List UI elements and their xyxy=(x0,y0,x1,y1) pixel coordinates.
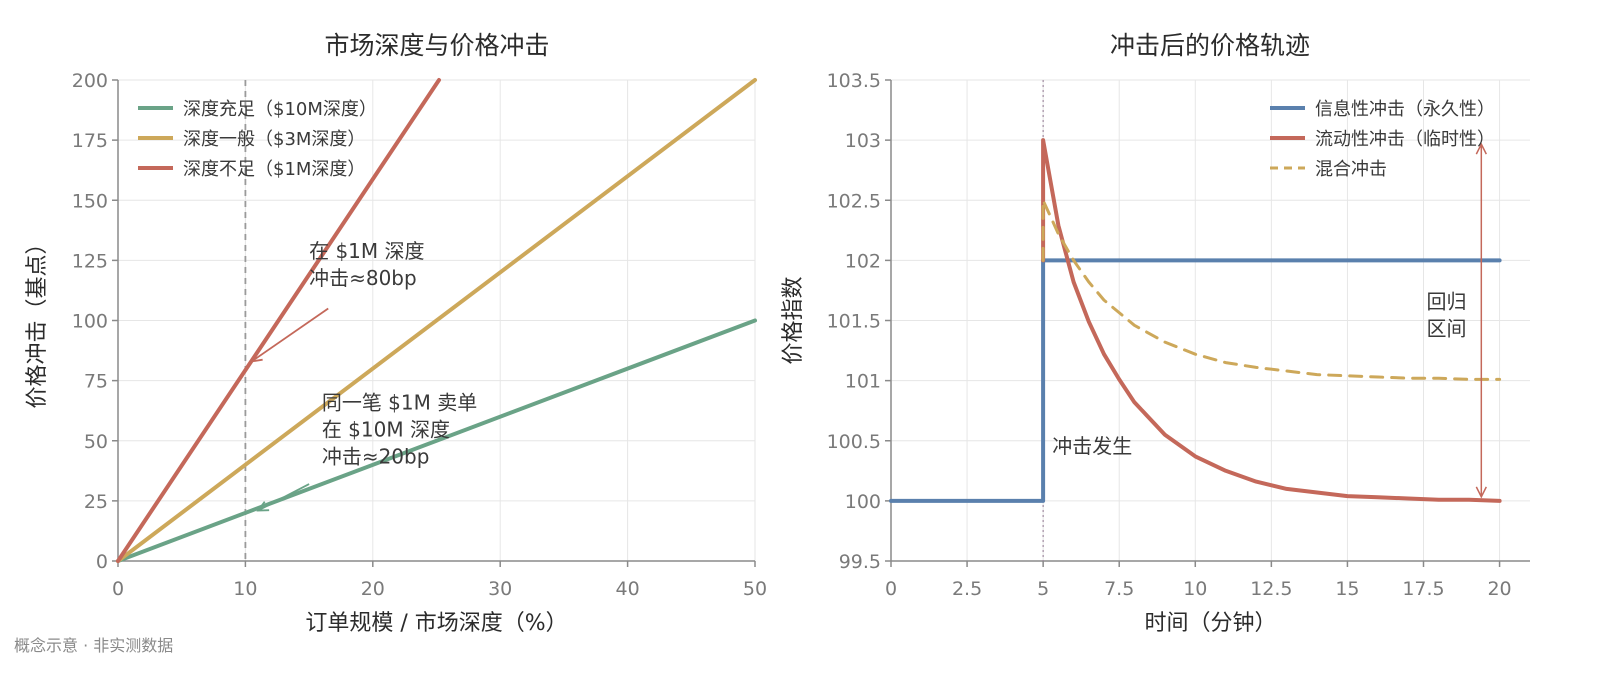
x-tick-label: 17.5 xyxy=(1402,578,1444,600)
range-arrow-head-top xyxy=(1475,142,1487,155)
legend-label: 流动性冲击（临时性） xyxy=(1315,129,1495,150)
y-tick-label: 100 xyxy=(72,311,108,333)
y-axis-label: 价格冲击（基点） xyxy=(25,232,50,408)
series-line-3 xyxy=(116,78,441,563)
y-tick-label: 50 xyxy=(84,431,108,453)
y-tick-label: 101.5 xyxy=(827,311,881,333)
y-tick-label: 102.5 xyxy=(827,190,881,212)
y-tick-label: 150 xyxy=(72,190,108,212)
y-tick-label: 125 xyxy=(72,250,108,272)
annotation-arrow-head xyxy=(250,351,263,363)
legend-label: 深度不足（$1M深度） xyxy=(183,159,365,180)
series-line-1 xyxy=(889,258,1502,503)
series-line-2 xyxy=(1041,138,1502,503)
annotation-arrow xyxy=(251,307,329,363)
annotation-text: 回归 xyxy=(1427,289,1467,313)
annotation-text: 冲击≈80bp xyxy=(309,266,417,290)
x-tick-label: 0 xyxy=(112,578,124,600)
legend-label: 深度充足（$10M深度） xyxy=(183,99,377,120)
y-tick-label: 200 xyxy=(72,70,108,92)
x-tick-label: 40 xyxy=(616,578,640,600)
x-tick-label: 0 xyxy=(885,578,897,600)
annotation-text: 区间 xyxy=(1427,316,1467,340)
y-tick-label: 103.5 xyxy=(827,70,881,92)
x-tick-label: 12.5 xyxy=(1250,578,1292,600)
y-tick-label: 101 xyxy=(845,371,881,393)
series-line-2 xyxy=(116,78,757,563)
chart-panel-2: 0 2.5 5 7.5 10 12.5 15 17.5 20 99.5 100 100.5 101 101… xyxy=(781,31,1530,636)
legend-label: 信息性冲击（永久性） xyxy=(1315,99,1495,120)
x-axis-label: 订单规模 / 市场深度（%） xyxy=(305,611,567,636)
annotation-arrow-head xyxy=(256,501,270,512)
annotation-text: 冲击发生 xyxy=(1052,434,1132,458)
legend-label: 深度一般（$3M深度） xyxy=(183,129,365,150)
chart-title: 冲击后的价格轨迹 xyxy=(1110,31,1310,60)
x-tick-label: 5 xyxy=(1037,578,1049,600)
annotation-text: 冲击≈20bp xyxy=(322,444,430,468)
x-tick-label: 10 xyxy=(233,578,257,600)
x-tick-label: 2.5 xyxy=(952,578,982,600)
x-tick-label: 20 xyxy=(361,578,385,600)
y-tick-label: 100.5 xyxy=(827,431,881,453)
y-tick-label: 175 xyxy=(72,130,108,152)
x-axis-label: 时间（分钟） xyxy=(1144,611,1276,636)
x-tick-label: 50 xyxy=(743,578,767,600)
x-tick-label: 15 xyxy=(1335,578,1359,600)
y-axis-label: 价格指数 xyxy=(781,276,806,364)
annotation-arrow xyxy=(257,483,310,512)
y-tick-label: 102 xyxy=(845,250,881,272)
annotation-text: 同一笔 $1M 卖单 xyxy=(322,390,477,414)
x-tick-label: 7.5 xyxy=(1104,578,1134,600)
y-tick-label: 99.5 xyxy=(839,551,881,573)
y-tick-label: 0 xyxy=(96,551,108,573)
x-tick-label: 30 xyxy=(488,578,512,600)
y-tick-label: 103 xyxy=(845,130,881,152)
annotation-text: 在 $1M 深度 xyxy=(309,239,424,263)
range-arrow-head-bottom xyxy=(1475,486,1487,499)
annotation-text: 在 $10M 深度 xyxy=(322,417,450,441)
y-tick-label: 75 xyxy=(84,371,108,393)
legend-label: 混合冲击 xyxy=(1315,159,1387,180)
chart-title: 市场深度与价格冲击 xyxy=(324,31,549,60)
y-tick-label: 100 xyxy=(845,491,881,513)
series-line-3 xyxy=(1041,198,1502,381)
x-tick-label: 10 xyxy=(1183,578,1207,600)
series-line-1 xyxy=(116,318,757,563)
x-tick-label: 20 xyxy=(1487,578,1511,600)
y-tick-label: 25 xyxy=(84,491,108,513)
chart-panel-1: 0 10 20 30 40 50 0 25 50 75 100 125 150 175 200 在 $1M 深… xyxy=(25,31,767,636)
footer-note: 概念示意 · 非实测数据 xyxy=(14,636,174,655)
